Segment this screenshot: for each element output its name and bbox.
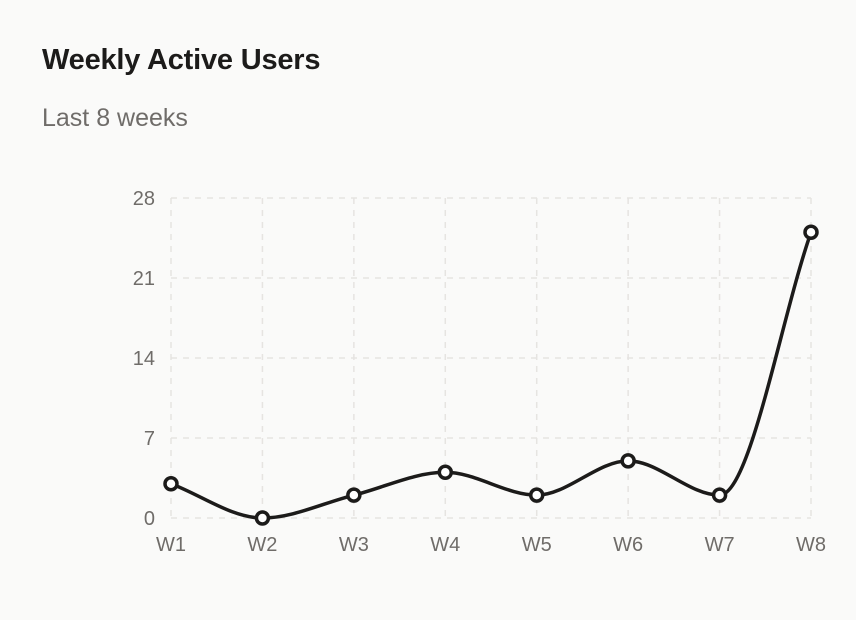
y-tick-label: 0 — [144, 508, 155, 530]
data-point — [437, 464, 454, 481]
x-axis-ticks: W1 W2 W3 W4 W5 W6 W7 W8 — [156, 534, 826, 556]
chart-subtitle: Last 8 weeks — [42, 104, 188, 132]
data-point — [803, 224, 819, 241]
data-point — [620, 453, 636, 469]
data-point — [254, 510, 271, 526]
x-tick-label: W8 — [796, 534, 826, 556]
data-point — [163, 475, 179, 492]
markers — [163, 224, 819, 526]
x-tick-label: W5 — [522, 534, 552, 556]
data-point — [346, 487, 362, 503]
grid — [170, 197, 812, 519]
y-tick-label: 21 — [133, 268, 155, 290]
y-tick-label: 28 — [133, 188, 155, 210]
x-tick-label: W3 — [339, 534, 369, 556]
data-point — [528, 487, 545, 503]
y-axis-ticks: 0 7 14 21 28 — [133, 188, 155, 530]
data-point — [711, 487, 728, 503]
chart-title: Weekly Active Users — [42, 44, 321, 76]
x-tick-label: W6 — [613, 534, 643, 556]
y-tick-label: 14 — [133, 348, 155, 370]
x-tick-label: W1 — [156, 534, 186, 556]
x-tick-label: W4 — [430, 534, 460, 556]
series-line — [169, 230, 813, 520]
x-tick-label: W2 — [247, 534, 277, 556]
y-tick-label: 7 — [144, 428, 155, 450]
x-tick-label: W7 — [705, 534, 735, 556]
series — [169, 230, 813, 520]
